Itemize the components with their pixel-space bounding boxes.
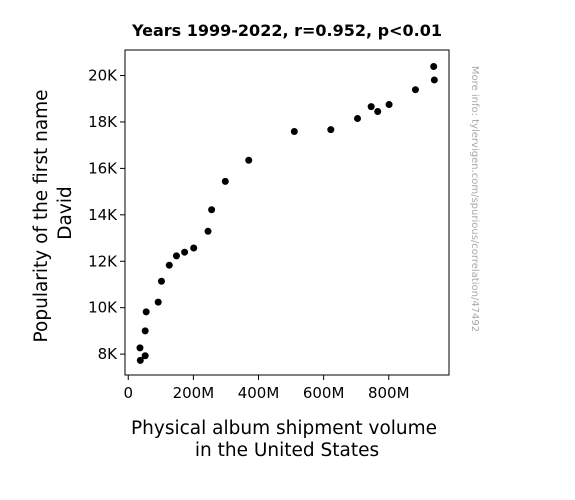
y-axis: 8K 10K 12K 14K 16K 18K 20K [88,67,125,363]
data-point [136,356,144,364]
x-tick-label: 600M [303,384,345,402]
data-point [430,76,438,84]
x-tick-label: 200M [173,384,215,402]
data-point [430,62,438,70]
data-point [367,103,375,111]
y-axis-label-line-1: Popularity of the first name [31,89,52,342]
data-point [327,126,335,134]
source-watermark: More info: tylervigen.com/spurious/corre… [469,66,480,332]
y-tick-label: 14K [88,206,118,224]
data-point [157,277,165,285]
data-point [172,252,180,260]
x-axis-label: Physical album shipment volume in the Un… [131,418,443,461]
x-tick-label: 400M [238,384,280,402]
data-point [208,206,216,214]
data-point [411,86,419,94]
data-point [290,127,298,135]
data-point [245,156,253,164]
data-point [142,308,150,316]
plot-area [124,49,450,376]
y-tick-label: 8K [98,345,119,363]
data-point [181,248,189,256]
x-tick-label: 800M [368,384,410,402]
y-tick-label: 16K [88,159,118,177]
chart-title: Years 1999-2022, r=0.952, p<0.01 [131,21,442,40]
data-point [374,108,382,116]
y-tick-label: 10K [88,299,118,317]
y-tick-label: 12K [88,252,118,270]
data-point [221,177,229,185]
data-point [385,101,393,109]
y-axis-label-line-2: David [55,186,76,239]
data-point [141,327,149,335]
data-points [136,62,438,364]
y-tick-label: 20K [88,67,118,85]
data-point [136,344,144,352]
data-point [353,114,361,122]
data-point [154,298,162,306]
data-point [165,261,173,269]
data-point [204,227,212,235]
y-axis-label: Popularity of the first name David [31,84,76,343]
x-tick-label: 0 [123,384,133,402]
x-axis-label-line-2: in the United States [195,440,379,461]
data-point [141,352,149,360]
y-tick-label: 18K [88,113,118,131]
data-point [190,244,198,252]
x-axis-label-line-1: Physical album shipment volume [131,418,437,439]
x-axis: 0 200M 400M 600M 800M [123,375,410,402]
